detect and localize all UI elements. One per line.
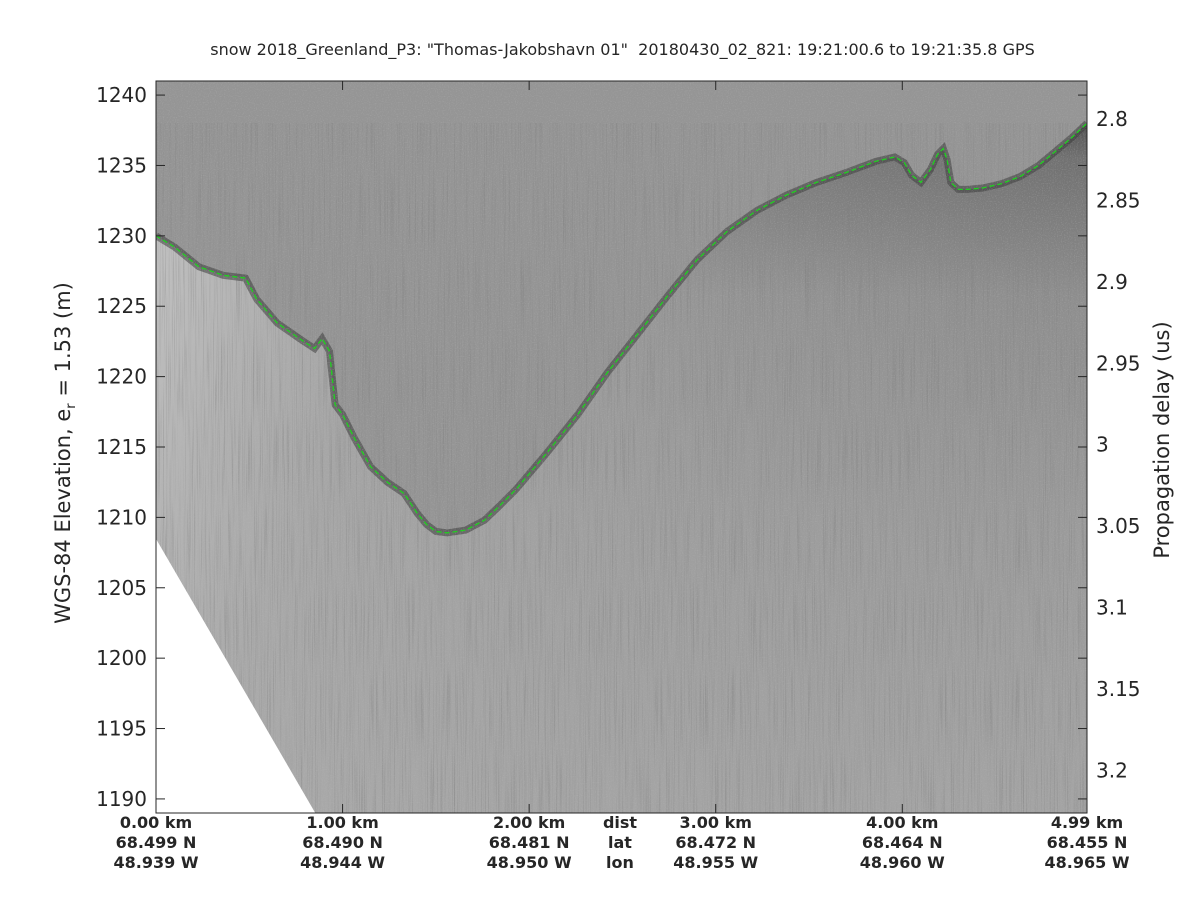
chart-title: snow 2018_Greenland_P3: "Thomas-Jakobsha… <box>210 40 1035 59</box>
x-tick-lon: 48.965 W <box>1044 853 1130 872</box>
y-left-tick-label: 1205 <box>96 576 147 600</box>
y-left-tick-label: 1235 <box>96 153 147 177</box>
x-tick-lat: 68.472 N <box>675 833 757 852</box>
x-tick-label-group: 2.00 km 68.481 N 48.950 W <box>487 813 572 873</box>
x-row-label-dist: dist <box>602 813 638 832</box>
x-row-label-lat: lat <box>608 833 632 852</box>
y-right-tick-label: 3.2 <box>1096 758 1128 782</box>
x-tick-label-group: 4.00 km 68.464 N 48.960 W <box>860 813 945 873</box>
y-axis-right-label: Propagation delay (us) <box>1150 321 1174 559</box>
surface-track-line <box>156 122 1087 534</box>
x-tick-lon: 48.950 W <box>486 853 572 872</box>
x-axis-row-labels: dist lat lon <box>603 813 637 873</box>
y-left-tick-label: 1225 <box>96 294 147 318</box>
x-tick-lat: 68.455 N <box>1046 833 1128 852</box>
y-left-tick-label: 1190 <box>96 787 147 811</box>
x-tick-dist: 3.00 km <box>679 813 752 832</box>
no-data-region <box>156 538 316 813</box>
y-right-tick-label: 3.15 <box>1096 677 1141 701</box>
y-right-tick-label: 2.95 <box>1096 351 1141 375</box>
y-right-tick-label: 2.8 <box>1096 107 1128 131</box>
y-right-tick-label: 3.05 <box>1096 514 1141 538</box>
axis-ticks: 1190 1195 1200 1205 1210 1215 1220 1225 1230 1235… <box>96 81 1141 813</box>
x-tick-dist: 4.00 km <box>866 813 939 832</box>
y-right-tick-label: 3.1 <box>1096 596 1128 620</box>
x-tick-dist: 2.00 km <box>492 813 566 832</box>
x-tick-dist: 1.00 km <box>306 813 379 832</box>
x-tick-lon: 48.960 W <box>859 853 945 872</box>
speckle-noise <box>156 81 1087 813</box>
x-tick-lat: 68.490 N <box>302 833 383 852</box>
y-right-tick-label: 3 <box>1096 433 1109 457</box>
x-tick-label-group: 3.00 km 68.472 N 48.955 W <box>673 813 758 873</box>
x-row-label-lon: lon <box>606 853 634 872</box>
x-tick-lon: 48.939 W <box>113 853 199 872</box>
y-left-tick-label: 1220 <box>96 365 147 389</box>
y-left-tick-label: 1195 <box>96 717 147 741</box>
y-left-tick-label: 1200 <box>96 646 147 670</box>
x-tick-label-group: 1.00 km 68.490 N 48.944 W <box>300 813 385 873</box>
x-tick-label-group: 0.00 km 68.499 N 48.939 W <box>114 813 199 873</box>
y-left-tick-label: 1215 <box>96 435 147 459</box>
y-left-tick-label: 1230 <box>96 224 147 248</box>
y-left-tick-label: 1210 <box>96 505 147 529</box>
y-right-tick-label: 2.9 <box>1096 270 1128 294</box>
y-left-tick-label: 1240 <box>96 83 147 107</box>
x-tick-dist: 4.99 km <box>1050 813 1124 832</box>
x-tick-label-group: 4.99 km 68.455 N 48.965 W <box>1045 813 1130 873</box>
x-tick-lon: 48.955 W <box>673 853 759 872</box>
x-tick-lon: 48.944 W <box>300 853 386 872</box>
x-tick-lat: 68.481 N <box>488 833 570 852</box>
y-axis-left-label: WGS-84 Elevation, er = 1.53 (m) <box>50 282 80 624</box>
x-tick-lat: 68.499 N <box>115 833 197 852</box>
y-right-tick-label: 2.85 <box>1096 188 1141 212</box>
x-tick-lat: 68.464 N <box>861 833 943 852</box>
x-tick-dist: 0.00 km <box>119 813 193 832</box>
